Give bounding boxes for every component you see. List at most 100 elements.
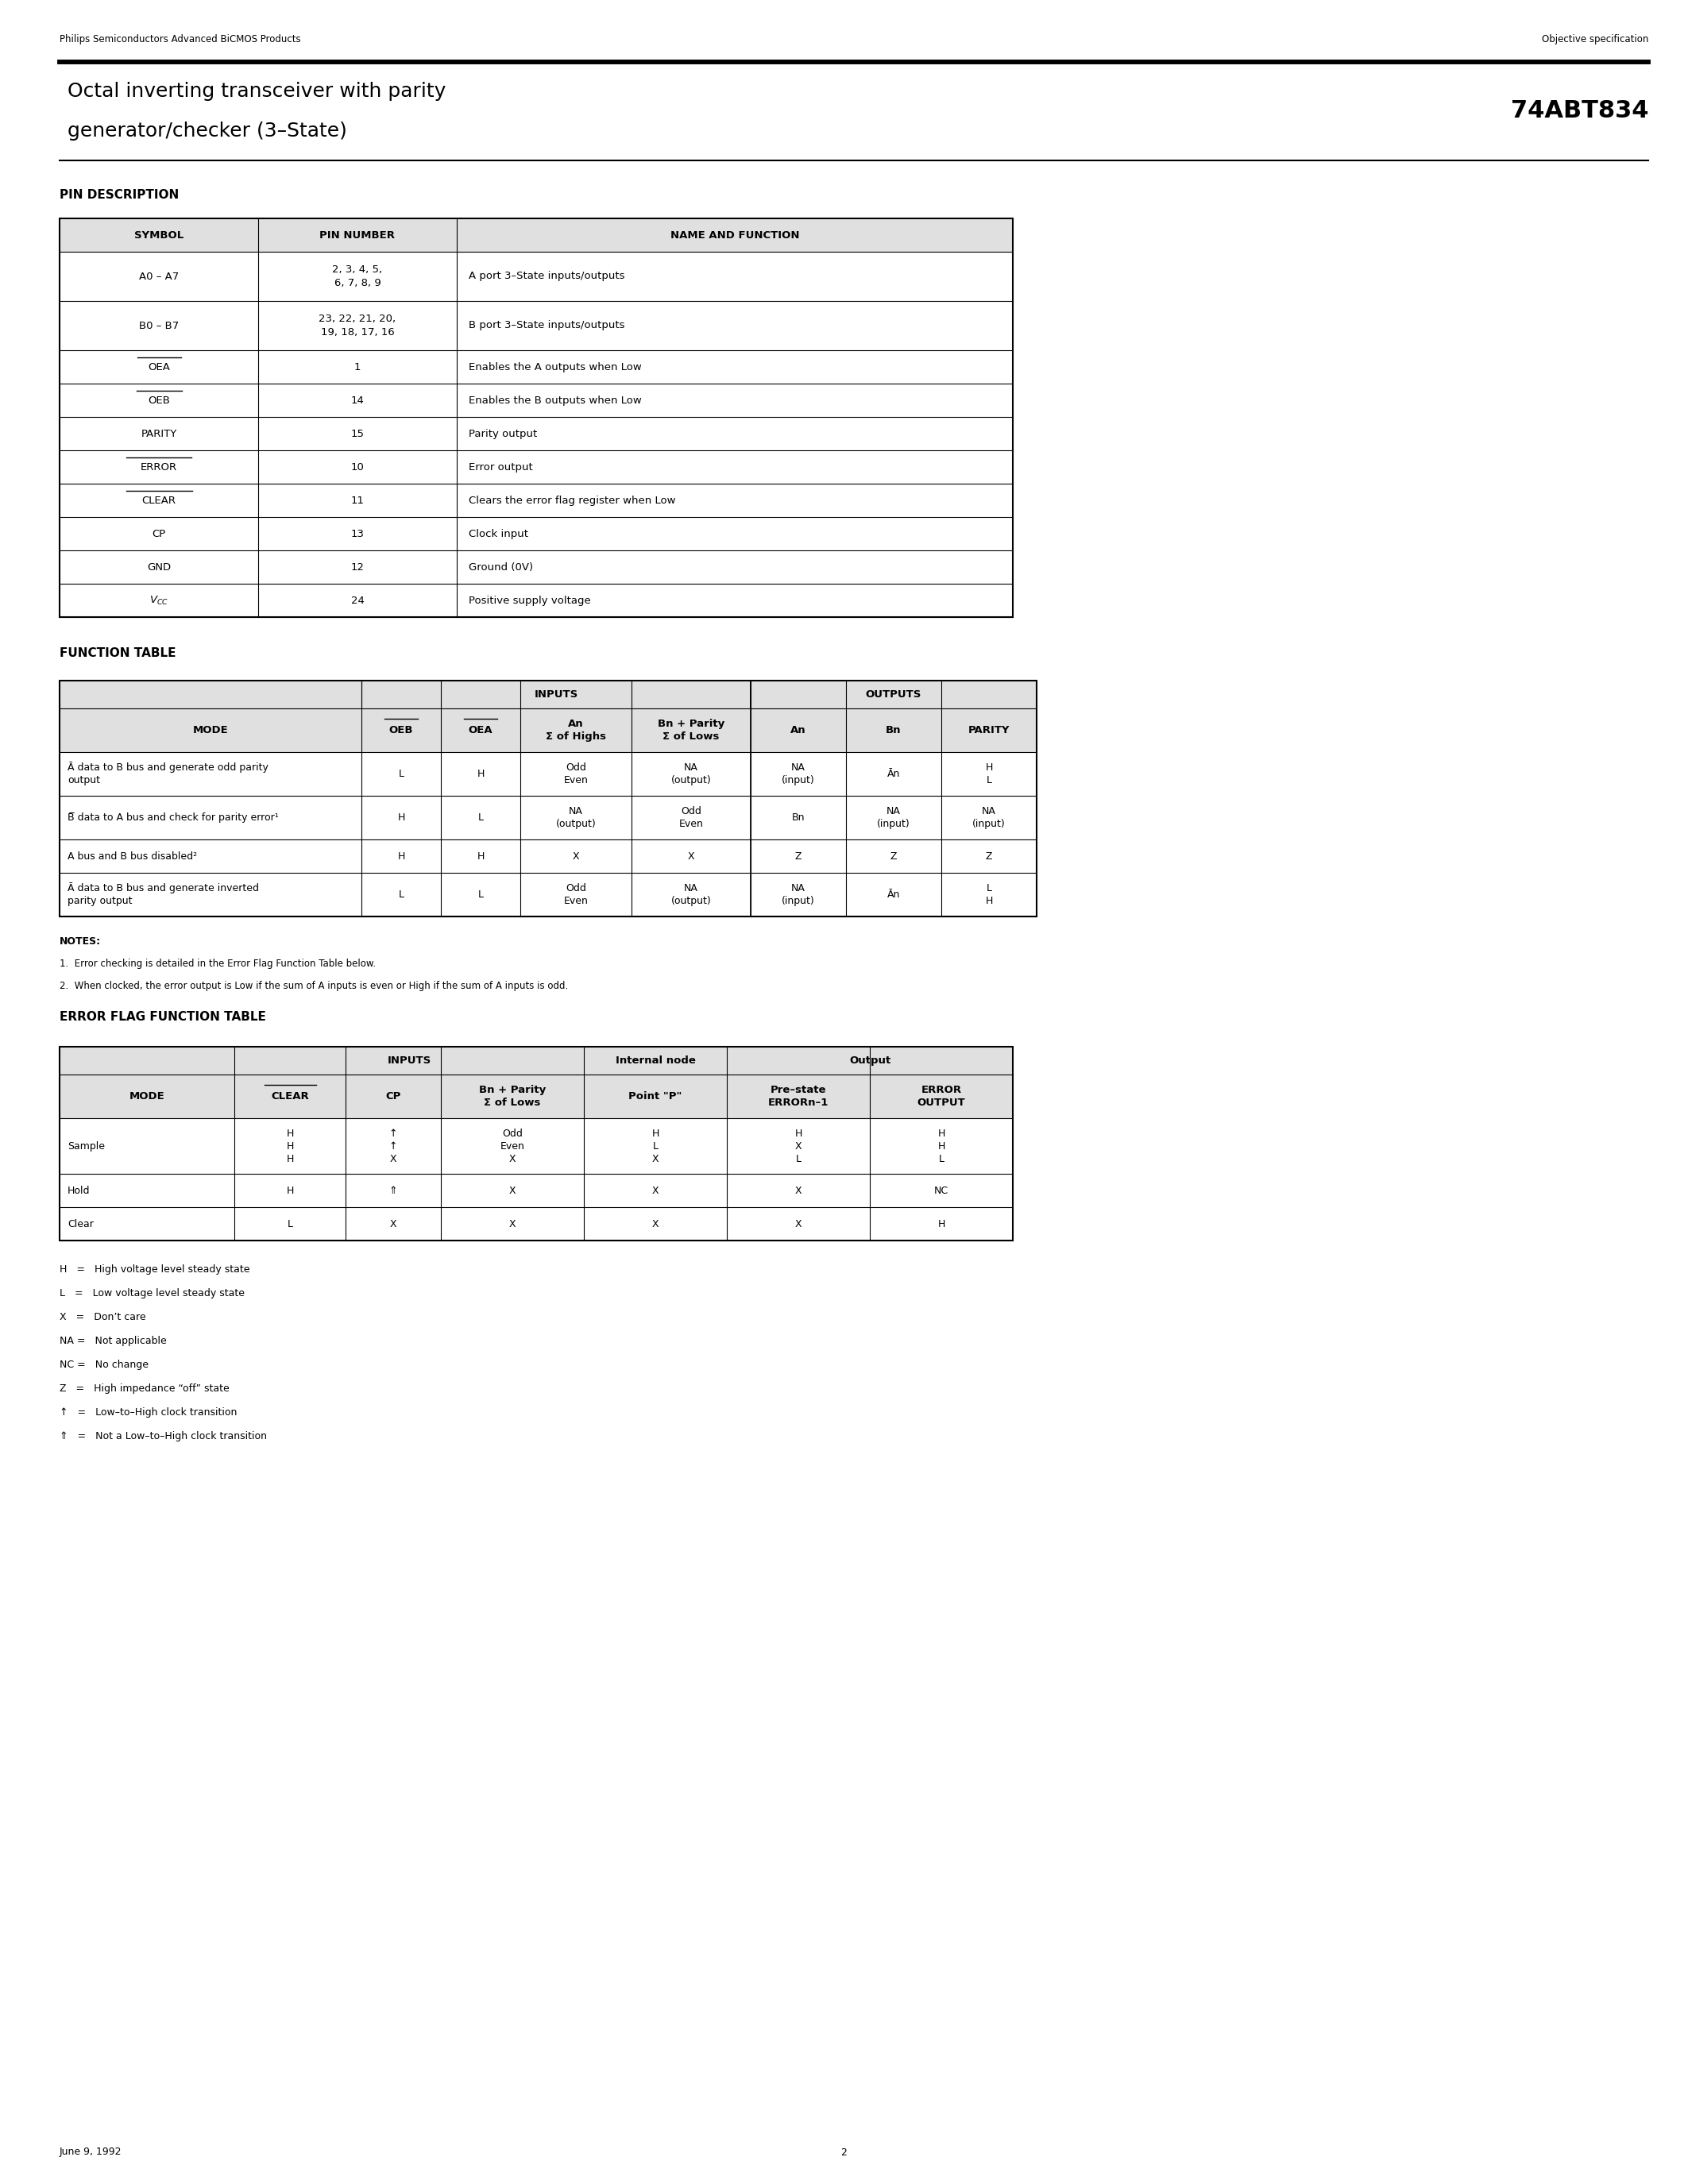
Text: NA
(input): NA (input) (782, 762, 815, 786)
Text: Ā data to B bus and generate odd parity
output: Ā data to B bus and generate odd parity … (68, 762, 268, 786)
Text: MODE: MODE (192, 725, 228, 736)
Bar (258, 483, 457, 518)
Text: OEB: OEB (388, 725, 414, 736)
Text: A0 – A7: A0 – A7 (138, 271, 179, 282)
Text: X: X (795, 1219, 802, 1230)
Text: H: H (397, 812, 405, 823)
Text: 24: 24 (351, 596, 365, 605)
Text: Ā data to B bus and generate inverted
parity output: Ā data to B bus and generate inverted pa… (68, 882, 258, 906)
Bar (258, 384, 457, 417)
Bar (59, 550, 258, 583)
Text: Output: Output (849, 1055, 891, 1066)
Text: B0 – B7: B0 – B7 (138, 321, 179, 330)
Text: $V_{CC}$: $V_{CC}$ (149, 594, 169, 607)
Text: L: L (287, 1219, 292, 1230)
Text: H: H (478, 769, 484, 780)
Text: ⇑   =   Not a Low–to–High clock transition: ⇑ = Not a Low–to–High clock transition (59, 1431, 267, 1441)
Text: Positive supply voltage: Positive supply voltage (469, 596, 591, 605)
Text: H
X
L: H X L (795, 1129, 802, 1164)
Text: X: X (652, 1186, 658, 1195)
Text: Bn + Parity
Σ of Lows: Bn + Parity Σ of Lows (658, 719, 724, 743)
Text: NA
(input): NA (input) (782, 882, 815, 906)
Text: Internal node: Internal node (614, 1055, 695, 1066)
Text: A port 3–State inputs/outputs: A port 3–State inputs/outputs (469, 271, 625, 282)
Text: H: H (397, 852, 405, 860)
Text: Clear: Clear (68, 1219, 93, 1230)
Bar (258, 518, 457, 550)
Text: Enables the A outputs when Low: Enables the A outputs when Low (469, 363, 641, 371)
Bar (258, 251, 457, 301)
Text: 2, 3, 4, 5,
6, 7, 8, 9: 2, 3, 4, 5, 6, 7, 8, 9 (333, 264, 383, 288)
Text: Bn + Parity
Σ of Lows: Bn + Parity Σ of Lows (479, 1085, 545, 1107)
Text: 14: 14 (351, 395, 365, 406)
Text: H
L: H L (986, 762, 993, 786)
Bar (258, 349, 457, 384)
Bar (457, 301, 1013, 349)
Text: Error output: Error output (469, 461, 533, 472)
Text: NA
(input): NA (input) (878, 806, 910, 830)
Text: Bn: Bn (792, 812, 805, 823)
Text: 2: 2 (841, 2147, 847, 2158)
Text: H: H (287, 1186, 294, 1195)
Text: OEA: OEA (469, 725, 493, 736)
Bar (457, 483, 1013, 518)
Bar (59, 218, 1013, 618)
Text: B̅ data to A bus and check for parity error¹: B̅ data to A bus and check for parity er… (68, 812, 279, 823)
Text: Philips Semiconductors Advanced BiCMOS Products: Philips Semiconductors Advanced BiCMOS P… (59, 35, 300, 46)
Text: NC =   No change: NC = No change (59, 1361, 149, 1369)
Text: X: X (572, 852, 579, 860)
Bar (59, 708, 1036, 751)
Text: Odd
Even: Odd Even (564, 882, 587, 906)
Bar (457, 251, 1013, 301)
Text: L: L (478, 889, 483, 900)
Text: Odd
Even: Odd Even (564, 762, 587, 786)
Text: Octal inverting transceiver with parity: Octal inverting transceiver with parity (68, 81, 446, 100)
Text: Sample: Sample (68, 1140, 105, 1151)
Text: FUNCTION TABLE: FUNCTION TABLE (59, 646, 176, 660)
Text: Enables the B outputs when Low: Enables the B outputs when Low (469, 395, 641, 406)
Text: NA
(input): NA (input) (972, 806, 1006, 830)
Text: PIN NUMBER: PIN NUMBER (319, 229, 395, 240)
Text: CLEAR: CLEAR (142, 496, 176, 505)
Bar (59, 1046, 1013, 1241)
Text: A bus and B bus disabled²: A bus and B bus disabled² (68, 852, 197, 860)
Text: X: X (652, 1219, 658, 1230)
Bar (59, 681, 1036, 917)
Bar (457, 583, 1013, 618)
Bar (258, 417, 457, 450)
Text: Z: Z (986, 852, 993, 860)
Bar (457, 384, 1013, 417)
Text: NOTES:: NOTES: (59, 937, 101, 946)
Text: H   =   High voltage level steady state: H = High voltage level steady state (59, 1265, 250, 1275)
Bar (258, 550, 457, 583)
Text: CLEAR: CLEAR (272, 1092, 309, 1101)
Text: 15: 15 (351, 428, 365, 439)
Text: 11: 11 (351, 496, 365, 505)
Bar (457, 518, 1013, 550)
Text: Bn: Bn (886, 725, 901, 736)
Text: 74ABT834: 74ABT834 (1511, 100, 1647, 122)
Text: Ān: Ān (888, 769, 900, 780)
Bar (258, 583, 457, 618)
Text: INPUTS: INPUTS (533, 690, 577, 699)
Text: X: X (795, 1186, 802, 1195)
Text: X: X (510, 1186, 517, 1195)
Text: PARITY: PARITY (140, 428, 177, 439)
Text: OEA: OEA (149, 363, 170, 371)
Text: 12: 12 (351, 561, 365, 572)
Text: H
H
H: H H H (287, 1129, 294, 1164)
Text: INPUTS: INPUTS (387, 1055, 430, 1066)
Text: Ān: Ān (888, 889, 900, 900)
Text: H: H (478, 852, 484, 860)
Text: L: L (398, 769, 403, 780)
Bar (457, 417, 1013, 450)
Text: An: An (790, 725, 807, 736)
Text: Odd
Even: Odd Even (679, 806, 704, 830)
Bar (59, 251, 258, 301)
Text: PIN DESCRIPTION: PIN DESCRIPTION (59, 188, 179, 201)
Text: X: X (510, 1219, 517, 1230)
Text: NA
(output): NA (output) (670, 882, 711, 906)
Text: NC: NC (933, 1186, 949, 1195)
Text: Odd
Even
X: Odd Even X (500, 1129, 525, 1164)
Text: Z: Z (795, 852, 802, 860)
